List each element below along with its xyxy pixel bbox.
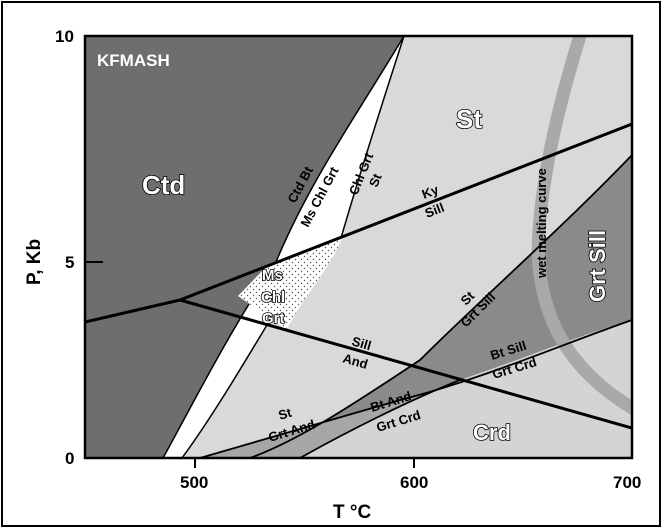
- and-lower-label: And: [341, 350, 369, 371]
- st-grt-and-top-label: St: [276, 405, 293, 423]
- x-tick-label-600: 600: [400, 473, 428, 492]
- grt-label: Grt: [262, 310, 285, 327]
- sill-lower-label: Sill: [350, 333, 373, 353]
- axis-ticks: [85, 261, 415, 468]
- bt-sill-grt-crd-line: [199, 319, 632, 458]
- crd-field: [300, 320, 632, 458]
- x-tick-label-500: 500: [180, 473, 208, 492]
- st-upper-label: St: [366, 171, 385, 189]
- system-label: KFMASH: [97, 51, 170, 70]
- sill-and-line: [179, 298, 632, 430]
- grt-sill-label: Grt Sill: [585, 230, 610, 302]
- y-tick-label-0: 0: [65, 449, 74, 468]
- ctd-field: [85, 36, 404, 458]
- stippled-field: [238, 238, 342, 330]
- ms-chl-grt-field: [162, 36, 405, 458]
- reaction-lines: [85, 122, 632, 458]
- st-grt-sill-line: [249, 154, 632, 458]
- wet-melting-label: wet melting curve: [534, 168, 549, 279]
- x-axis-title: T °C: [333, 502, 371, 523]
- ms-label: Ms: [262, 267, 283, 284]
- crd-boundary-line: [299, 379, 461, 458]
- sill-upper-label: Sill: [423, 200, 447, 221]
- crd-label: Crd: [473, 420, 511, 445]
- x-tick-label-700: 700: [613, 473, 641, 492]
- y-tick-label-10: 10: [55, 27, 74, 46]
- y-axis-title: P, Kb: [24, 239, 45, 285]
- ctd-label: Ctd: [142, 170, 185, 200]
- wet-melting-curve: [531, 36, 632, 415]
- chl-label: Chl: [261, 289, 285, 306]
- y-tick-label-5: 5: [65, 253, 74, 272]
- ky-label: Ky: [420, 182, 442, 202]
- ky-sill-line: [179, 122, 632, 302]
- plot-fields: [85, 36, 632, 458]
- plot-border: [83, 34, 634, 460]
- st-label: St: [456, 104, 482, 134]
- and-ky-line: [85, 298, 181, 324]
